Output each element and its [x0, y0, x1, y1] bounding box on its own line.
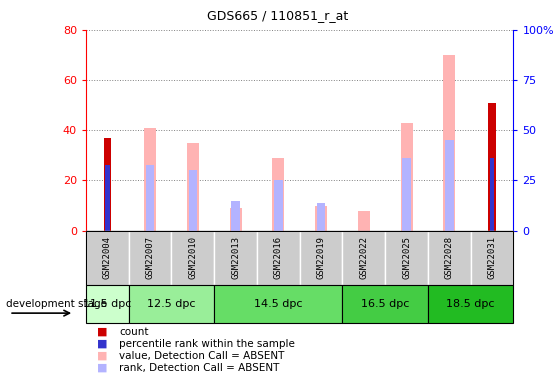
- Text: 12.5 dpc: 12.5 dpc: [147, 299, 196, 309]
- Bar: [257, 231, 300, 285]
- Text: GSM22004: GSM22004: [103, 236, 112, 279]
- Bar: [274, 180, 282, 231]
- Bar: [214, 285, 342, 322]
- Bar: [231, 201, 240, 231]
- Text: GDS665 / 110851_r_at: GDS665 / 110851_r_at: [207, 9, 348, 22]
- Text: value, Detection Call = ABSENT: value, Detection Call = ABSENT: [119, 351, 285, 361]
- Bar: [317, 203, 325, 231]
- Bar: [488, 103, 496, 231]
- Text: GSM22028: GSM22028: [445, 236, 454, 279]
- Bar: [401, 123, 412, 231]
- Text: ■: ■: [97, 363, 108, 373]
- Text: ■: ■: [97, 339, 108, 349]
- Bar: [402, 158, 411, 231]
- Text: GSM22031: GSM22031: [487, 236, 497, 279]
- Bar: [342, 285, 428, 322]
- Text: development stage: development stage: [6, 299, 107, 309]
- Bar: [104, 138, 111, 231]
- Text: percentile rank within the sample: percentile rank within the sample: [119, 339, 295, 349]
- Bar: [230, 208, 241, 231]
- Bar: [105, 165, 109, 231]
- Bar: [428, 285, 513, 322]
- Bar: [445, 140, 453, 231]
- Bar: [342, 231, 385, 285]
- Bar: [315, 206, 327, 231]
- Text: 14.5 dpc: 14.5 dpc: [254, 299, 302, 309]
- Bar: [189, 170, 197, 231]
- Bar: [86, 285, 129, 322]
- Text: ■: ■: [97, 327, 108, 337]
- Bar: [146, 165, 154, 231]
- Bar: [273, 158, 284, 231]
- Text: 18.5 dpc: 18.5 dpc: [446, 299, 495, 309]
- Text: 11.5 dpc: 11.5 dpc: [83, 299, 132, 309]
- Bar: [428, 231, 471, 285]
- Bar: [187, 143, 199, 231]
- Text: rank, Detection Call = ABSENT: rank, Detection Call = ABSENT: [119, 363, 280, 373]
- Text: GSM22007: GSM22007: [145, 236, 155, 279]
- Text: count: count: [119, 327, 149, 337]
- Bar: [214, 231, 257, 285]
- Bar: [490, 158, 494, 231]
- Bar: [385, 231, 428, 285]
- Text: GSM22016: GSM22016: [274, 236, 283, 279]
- Text: ■: ■: [97, 351, 108, 361]
- Text: GSM22022: GSM22022: [359, 236, 369, 279]
- Text: GSM22019: GSM22019: [316, 236, 326, 279]
- Bar: [171, 231, 214, 285]
- Text: GSM22013: GSM22013: [231, 236, 240, 279]
- Bar: [471, 231, 513, 285]
- Text: 16.5 dpc: 16.5 dpc: [361, 299, 410, 309]
- Bar: [358, 211, 370, 231]
- Bar: [300, 231, 342, 285]
- Text: GSM22025: GSM22025: [402, 236, 411, 279]
- Bar: [86, 231, 129, 285]
- Bar: [443, 55, 455, 231]
- Text: GSM22010: GSM22010: [188, 236, 198, 279]
- Bar: [144, 128, 156, 231]
- Bar: [129, 231, 171, 285]
- Bar: [129, 285, 214, 322]
